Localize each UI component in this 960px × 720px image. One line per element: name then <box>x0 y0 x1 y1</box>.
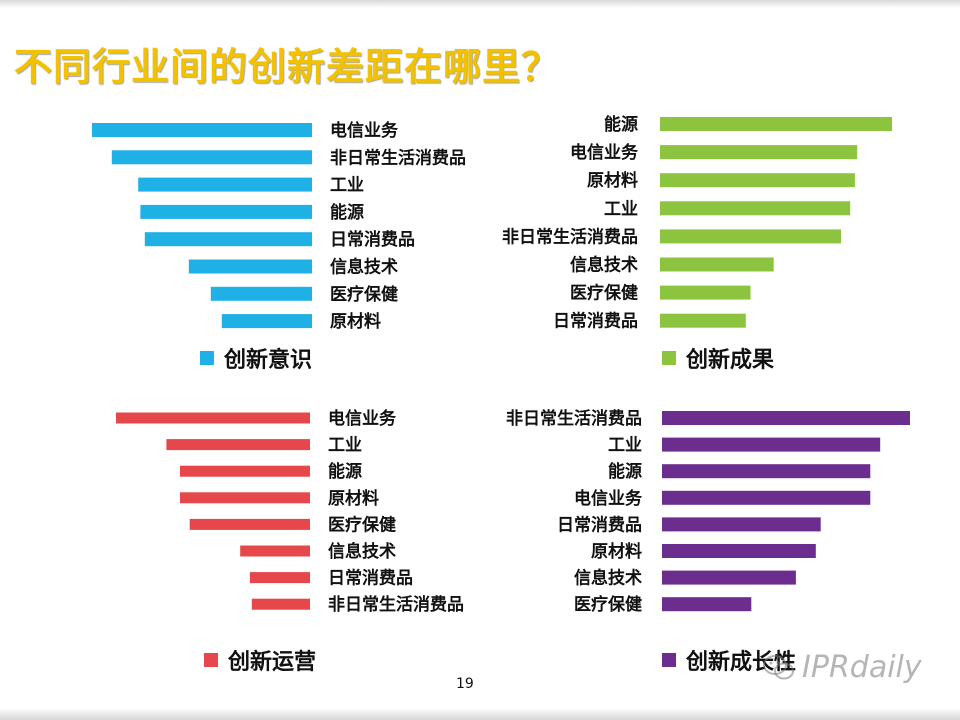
legend-label-results: 创新成果 <box>686 348 775 373</box>
bar-0-1 <box>111 150 312 165</box>
legend-swatch-growth <box>662 653 676 667</box>
watermark-text: IPRdaily <box>802 650 922 685</box>
bar-0-4 <box>144 232 312 247</box>
bar-1-4 <box>660 229 841 244</box>
bar-1-0 <box>660 117 892 131</box>
bar-3-3 <box>662 490 871 505</box>
bar-label-2-1: 工业 <box>328 436 362 456</box>
bar-label-0-7: 原材料 <box>330 311 381 332</box>
bar-2-3 <box>180 492 310 504</box>
bar-0-3 <box>140 204 312 219</box>
bar-label-0-0: 电信业务 <box>330 120 399 141</box>
bar-3-2 <box>662 464 871 479</box>
bar-label-0-3: 能源 <box>330 202 364 223</box>
bar-label-0-6: 医疗保健 <box>330 284 398 305</box>
bar-1-3 <box>660 201 851 216</box>
watermark: IPRdaily <box>762 650 922 685</box>
bar-label-3-7: 医疗保健 <box>574 594 642 615</box>
bar-3-4 <box>662 517 821 532</box>
bar-2-0 <box>116 412 310 424</box>
bar-label-0-4: 日常消费品 <box>330 229 415 250</box>
bar-1-1 <box>660 145 858 160</box>
bar-1-5 <box>660 257 774 272</box>
chart-panel-innovation-awareness: 电信业务非日常生活消费品 工业能源日常消费品信息技术医疗保健原材料 <box>0 110 480 340</box>
legend-operations: 创新运营 <box>204 644 316 676</box>
bar-1-6 <box>660 285 751 300</box>
legend-swatch-results <box>662 351 676 365</box>
bar-label-1-3: 工业 <box>604 199 638 219</box>
bar-label-1-7: 日常消费品 <box>553 311 638 332</box>
bar-label-1-2: 原材料 <box>587 170 638 191</box>
bar-label-2-6: 日常消费品 <box>328 568 413 589</box>
bar-label-3-6: 信息技术 <box>574 568 642 589</box>
bar-2-2 <box>180 465 310 477</box>
bar-2-5 <box>240 545 310 557</box>
bar-0-0 <box>92 123 312 137</box>
bar-3-5 <box>662 544 816 558</box>
legend-awareness: 创新意识 <box>200 342 312 374</box>
bar-label-0-5: 信息技术 <box>330 257 398 278</box>
legend-swatch-operations <box>204 653 218 667</box>
bar-label-2-2: 能源 <box>328 461 362 482</box>
bar-label-1-6: 医疗保健 <box>570 283 638 304</box>
bar-label-0-2: 工业 <box>330 176 364 196</box>
bar-label-2-0: 电信业务 <box>328 408 397 429</box>
bar-label-2-7: 非日常生活消费品 <box>328 594 464 615</box>
bar-label-0-1: 非日常生活消费品 <box>330 147 466 168</box>
bottom-gradient-bar <box>0 708 960 720</box>
bar-1-7 <box>660 313 746 328</box>
page-title: 不同行业间的创新差距在哪里？ <box>14 45 561 89</box>
bar-label-1-5: 信息技术 <box>570 255 638 276</box>
chart-panel-innovation-operations: 电信业务工业能源原材料医疗保健信息技术日常消费品非日常生活消费品 <box>0 400 480 630</box>
bar-label-3-5: 原材料 <box>591 541 642 562</box>
bar-3-1 <box>662 437 881 452</box>
bar-label-3-2: 能源 <box>608 461 642 482</box>
bar-2-4 <box>189 518 310 530</box>
bar-1-2 <box>660 173 855 188</box>
bar-label-1-4: 非日常生活消费品 <box>502 226 638 247</box>
bar-0-7 <box>221 314 312 329</box>
bar-label-3-0: 非日常生活消费品 <box>506 408 642 429</box>
bar-3-7 <box>662 597 752 612</box>
bar-0-6 <box>210 286 312 301</box>
bar-0-5 <box>188 259 312 274</box>
chart-panel-innovation-growth: 非日常生活消费品工业能源电信业务日常消费品原材料信息技术医疗保健 <box>480 400 960 630</box>
bar-label-3-4: 日常消费品 <box>557 514 642 535</box>
bar-2-7 <box>251 598 310 610</box>
bar-label-2-4: 医疗保健 <box>328 514 396 535</box>
bar-0-2 <box>138 177 312 192</box>
bar-2-1 <box>166 439 310 451</box>
bar-label-1-0: 能源 <box>604 114 638 135</box>
bar-label-2-3: 原材料 <box>328 488 379 509</box>
legend-results: 创新成果 <box>662 342 774 374</box>
page-number: 19 <box>456 676 474 692</box>
legend-label-awareness: 创新意识 <box>224 348 313 373</box>
bar-label-3-1: 工业 <box>608 436 642 456</box>
bar-label-3-3: 电信业务 <box>574 488 643 509</box>
legend-swatch-awareness <box>200 351 214 365</box>
wechat-icon <box>763 654 794 679</box>
bar-label-1-1: 电信业务 <box>570 142 639 163</box>
chart-panel-innovation-results: 能源电信业务原材料工业非日常生活消费品信息技术医疗保健日常消费品 <box>480 110 960 340</box>
bar-label-2-5: 信息技术 <box>328 541 396 562</box>
bar-2-6 <box>249 572 310 584</box>
bar-3-0 <box>662 411 910 425</box>
legend-label-operations: 创新运营 <box>228 650 317 675</box>
top-gradient-bar <box>0 0 960 8</box>
bar-3-6 <box>662 570 796 585</box>
